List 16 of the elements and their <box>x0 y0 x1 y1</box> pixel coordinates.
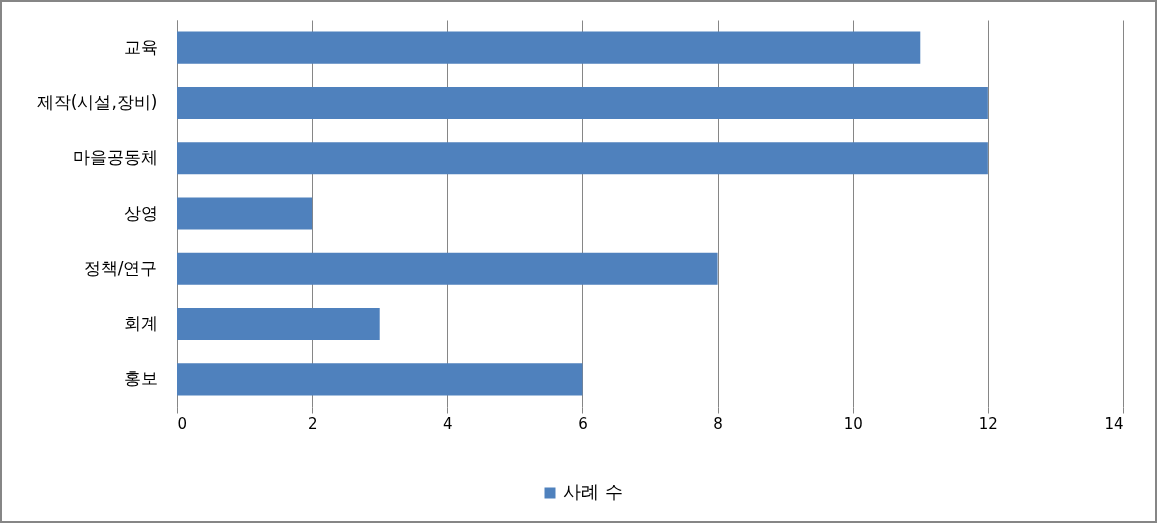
y-tick-label: 홍보 <box>123 368 158 389</box>
y-tick-label: 마을공동체 <box>72 147 158 168</box>
x-tick-label: 12 <box>978 414 998 433</box>
x-tick-label: 6 <box>578 414 588 433</box>
y-tick-label: 교육 <box>123 36 158 57</box>
y-tick-label: 회계 <box>123 313 158 334</box>
y-tick-label: 정책/연구 <box>83 257 158 278</box>
y-tick-label: 상영 <box>123 202 158 223</box>
x-tick-label: 4 <box>443 414 453 433</box>
x-tick-label: 0 <box>177 414 188 433</box>
x-tick-label: 8 <box>713 414 723 433</box>
y-tick-label: 제작(시설,장비) <box>36 91 158 112</box>
legend-label: 사례 수 <box>563 481 623 502</box>
x-tick-label: 10 <box>843 414 863 433</box>
x-tick-label: 2 <box>307 414 318 433</box>
x-tick-label: 14 <box>1104 414 1124 433</box>
